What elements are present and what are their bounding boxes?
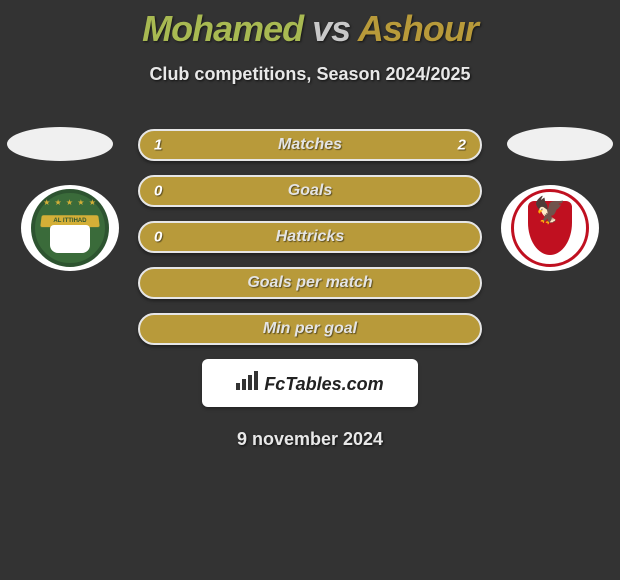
crest-shield-icon: 🦅 (528, 201, 572, 255)
stat-left-value: 1 (154, 137, 162, 154)
attribution-box: FcTables.com (202, 359, 418, 407)
player2-oval (507, 127, 613, 161)
vs-text: vs (312, 8, 350, 49)
stat-label: Hattricks (276, 228, 344, 246)
crest-stars-icon: ★ ★ ★ ★ ★ (43, 198, 97, 207)
player1-club-badge: ★ ★ ★ ★ ★ AL ITTIHAD (21, 185, 119, 271)
attribution-text: FcTables.com (264, 374, 383, 395)
player2-name: Ashour (358, 8, 478, 49)
stat-bar-matches: 1 Matches 2 (138, 129, 482, 161)
eagle-icon: 🦅 (534, 195, 566, 226)
stat-left-value: 0 (154, 183, 162, 200)
stat-right-value: 2 (458, 137, 466, 154)
stat-label: Matches (278, 136, 342, 154)
player2-club-badge: 🦅 (501, 185, 599, 271)
player1-name: Mohamed (142, 8, 303, 49)
stat-bar-min-per-goal: Min per goal (138, 313, 482, 345)
fctables-logo-icon (236, 371, 258, 390)
stat-label: Goals (288, 182, 332, 200)
stat-bar-goals: 0 Goals (138, 175, 482, 207)
crest-inner-icon (50, 225, 90, 253)
subtitle: Club competitions, Season 2024/2025 (0, 64, 620, 85)
al-ittihad-crest-icon: ★ ★ ★ ★ ★ AL ITTIHAD (31, 189, 109, 267)
al-ahly-crest-icon: 🦅 (511, 189, 589, 267)
date-text: 9 november 2024 (0, 429, 620, 450)
page-title: Mohamed vs Ashour (0, 0, 620, 50)
stat-bar-goals-per-match: Goals per match (138, 267, 482, 299)
player1-oval (7, 127, 113, 161)
stat-label: Goals per match (247, 274, 372, 292)
content-area: ★ ★ ★ ★ ★ AL ITTIHAD 🦅 1 Matches 2 0 Goa… (0, 127, 620, 450)
stat-label: Min per goal (263, 320, 357, 338)
stat-left-value: 0 (154, 229, 162, 246)
stat-bar-hattricks: 0 Hattricks (138, 221, 482, 253)
stat-bars: 1 Matches 2 0 Goals 0 Hattricks Goals pe… (138, 127, 482, 345)
